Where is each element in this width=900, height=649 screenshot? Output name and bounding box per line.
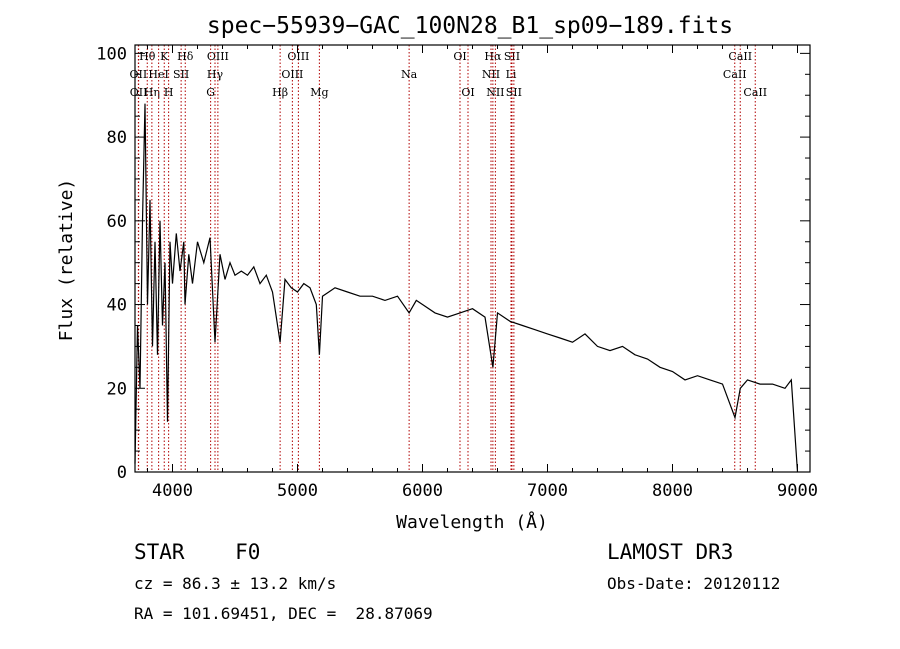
axis-ticks: 4000 5000 6000 7000 8000 9000 0 20 40 60 80 100 (96, 44, 818, 501)
line-label-3: Hη (144, 86, 160, 99)
plot-frame (134, 44, 811, 473)
line-label-19: Hα (484, 50, 502, 63)
line-label-5: K (160, 50, 169, 63)
x-tick-label-2: 6000 (402, 481, 443, 501)
x-tick-label-4: 8000 (652, 481, 693, 501)
chart-title: spec−55939−GAC_100N28_B1_sp09−189.fits (207, 13, 733, 39)
line-label-20: NII (482, 68, 500, 81)
line-label-13: OIII (287, 50, 309, 63)
line-label-12: Hβ (272, 86, 288, 99)
line-label-14: OIII (281, 68, 303, 81)
line-label-24: SII (506, 86, 522, 99)
y-tick-label-4: 80 (107, 128, 127, 148)
y-axis-label: Flux (relative) (56, 179, 77, 342)
line-label-4: HeI (148, 68, 168, 81)
y-tick-label-2: 40 (107, 296, 127, 316)
line-label-23: SII (504, 50, 520, 63)
y-tick-label-1: 20 (107, 379, 127, 399)
x-tick-label-0: 4000 (152, 481, 193, 501)
line-label-17: OI (453, 50, 466, 63)
redshift-cz: cz = 86.3 ± 13.2 km/s (134, 574, 337, 593)
x-tick-label-5: 9000 (777, 481, 818, 501)
survey-name: LAMOST DR3 (607, 540, 734, 564)
line-label-15: Mg (310, 86, 328, 99)
line-label-21: NII (486, 86, 504, 99)
line-label-2: OII (130, 86, 148, 99)
line-label-26: CaII (723, 68, 747, 81)
y-tick-label-0: 0 (117, 463, 127, 483)
line-label-27: CaII (743, 86, 767, 99)
line-label-10: Hγ (207, 68, 224, 81)
line-label-8: Hδ (177, 50, 194, 63)
star-classification: STAR F0 (134, 540, 261, 564)
flux-series-line (134, 103, 799, 473)
x-axis-label: Wavelength (Å) (396, 511, 548, 533)
x-tick-label-1: 5000 (277, 481, 318, 501)
line-label-6: SII (173, 68, 189, 81)
line-label-18: OI (461, 86, 474, 99)
x-tick-label-3: 7000 (527, 481, 568, 501)
ra-dec-coords: RA = 101.69451, DEC = 28.87069 (134, 604, 433, 623)
line-label-7: H (164, 86, 174, 99)
line-label-25: CaII (728, 50, 752, 63)
y-tick-label-3: 60 (107, 212, 127, 232)
line-label-11: G (206, 86, 215, 99)
y-tick-label-5: 100 (96, 44, 127, 64)
line-label-16: Na (401, 68, 418, 81)
obs-date: Obs-Date: 20120112 (607, 574, 781, 593)
line-label-22: Li (506, 68, 517, 81)
line-label-0: Hθ (139, 50, 156, 63)
line-label-9: OIII (207, 50, 229, 63)
